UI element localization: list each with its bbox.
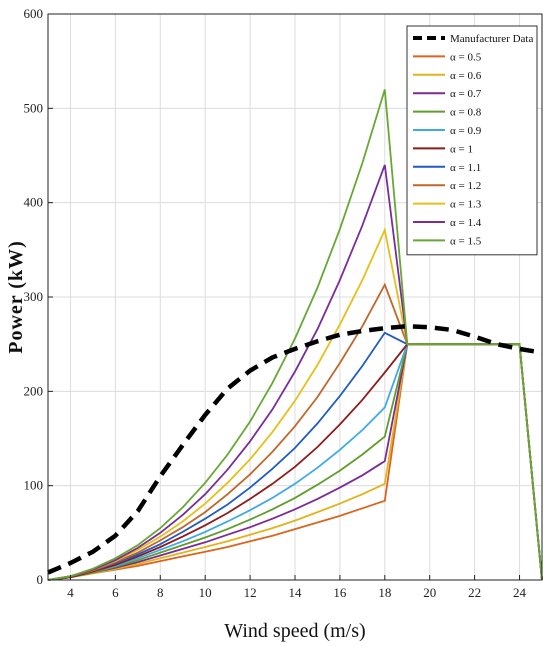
y-axis-title: Power (kW) <box>5 240 27 354</box>
x-axis-title: Wind speed (m/s) <box>224 620 365 642</box>
y-tick-label: 300 <box>24 289 44 304</box>
series-layer <box>47 89 543 581</box>
y-tick-label: 100 <box>24 478 44 493</box>
legend-label: α = 0.6 <box>450 70 482 82</box>
legend-label: α = 0.9 <box>450 125 482 137</box>
legend: Manufacturer Data α = 0.5 α = 0.6 α = 0.7 α … <box>406 25 538 256</box>
legend-label: α = 1.4 <box>450 217 482 229</box>
y-tick-label: 200 <box>24 383 44 398</box>
legend-label: α = 0.7 <box>450 88 482 100</box>
x-tick-label: 4 <box>67 585 74 600</box>
series-line-10 <box>47 89 543 581</box>
legend-box <box>406 25 538 256</box>
tick-layer: 4 6 8 10 12 14 16 18 20 22 24 0 100 200 300 400 500 600 <box>24 6 527 600</box>
x-tick-label: 18 <box>378 585 391 600</box>
x-tick-label: 10 <box>199 585 212 600</box>
y-tick-label: 0 <box>37 572 44 587</box>
legend-label: α = 1.2 <box>450 180 481 192</box>
x-tick-label: 14 <box>289 585 303 600</box>
legend-label: Manufacturer Data <box>450 33 533 45</box>
legend-label: α = 0.8 <box>450 107 482 119</box>
legend-label: α = 1 <box>450 143 473 155</box>
y-tick-label: 500 <box>24 100 44 115</box>
x-tick-label: 22 <box>468 585 481 600</box>
legend-label: α = 1.1 <box>450 162 481 174</box>
x-tick-label: 24 <box>513 585 527 600</box>
legend-label: α = 0.5 <box>450 51 482 63</box>
x-tick-label: 20 <box>423 585 436 600</box>
manufacturer-data-line <box>47 323 543 575</box>
x-tick-label: 12 <box>244 585 257 600</box>
y-tick-label: 600 <box>24 6 44 21</box>
x-tick-label: 6 <box>112 585 119 600</box>
y-tick-label: 400 <box>24 195 44 210</box>
legend-label: α = 1.5 <box>450 235 482 247</box>
x-tick-label: 16 <box>333 585 347 600</box>
x-tick-label: 8 <box>157 585 164 600</box>
legend-label: α = 1.3 <box>450 199 482 211</box>
